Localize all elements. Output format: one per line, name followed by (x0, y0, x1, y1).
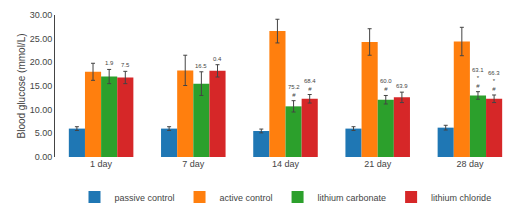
svg-text:14 day: 14 day (272, 159, 300, 169)
svg-text:0.4: 0.4 (213, 56, 222, 62)
svg-text:16.5: 16.5 (195, 63, 207, 69)
svg-text:66.3*#: 66.3*# (488, 70, 500, 92)
svg-text:30.00: 30.00 (30, 10, 53, 20)
svg-text:21 day: 21 day (364, 159, 392, 169)
svg-text:20.00: 20.00 (30, 57, 53, 67)
svg-text:60.0#: 60.0# (380, 78, 392, 92)
svg-text:7.5: 7.5 (121, 62, 130, 68)
svg-text:lithium carbonate: lithium carbonate (318, 193, 387, 203)
svg-text:lithium chloride: lithium chloride (431, 193, 491, 203)
svg-text:63.9: 63.9 (396, 83, 408, 89)
svg-text:passive control: passive control (115, 193, 175, 203)
svg-text:25.00: 25.00 (30, 34, 53, 44)
svg-text:10.00: 10.00 (30, 105, 53, 115)
svg-text:63.1*#: 63.1*# (472, 67, 484, 89)
svg-text:28 day: 28 day (456, 159, 484, 169)
svg-text:15.00: 15.00 (30, 81, 53, 91)
svg-text:1.9: 1.9 (105, 60, 114, 66)
svg-text:0.00: 0.00 (35, 152, 53, 162)
svg-text:1 day: 1 day (90, 159, 113, 169)
svg-text:75.2#: 75.2# (288, 84, 300, 98)
svg-text:68.4#: 68.4# (304, 78, 316, 92)
svg-text:active control: active control (220, 193, 273, 203)
svg-text:7 day: 7 day (182, 159, 205, 169)
svg-text:5.00: 5.00 (35, 128, 53, 138)
svg-text:Blood glucose (mmol/L): Blood glucose (mmol/L) (16, 33, 27, 138)
